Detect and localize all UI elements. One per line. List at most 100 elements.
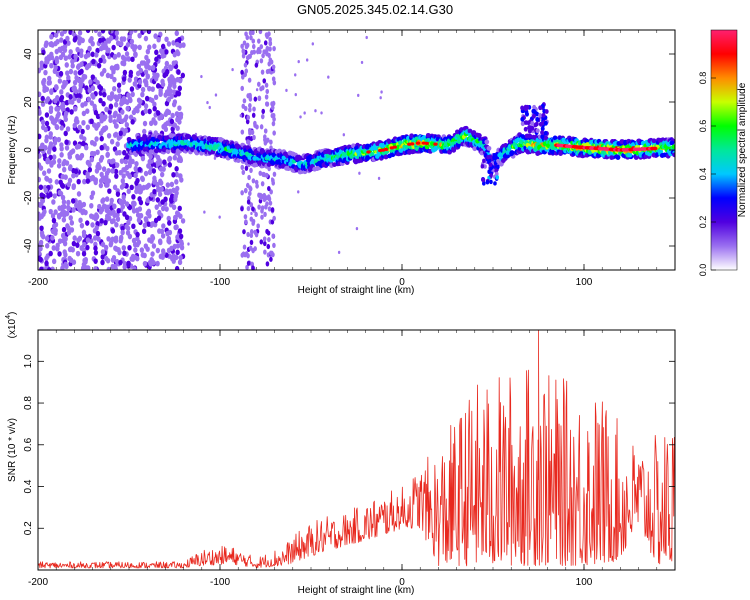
spectrogram-cell <box>147 108 152 115</box>
y-tick-label: 20 <box>23 96 34 108</box>
spectrogram-cell <box>77 124 82 131</box>
spectrogram-cell <box>62 47 68 53</box>
spectrogram-cell <box>147 158 152 165</box>
spectrogram-cell <box>112 85 117 92</box>
spectrogram-cell <box>140 91 145 98</box>
spectrogram-cell <box>174 224 179 230</box>
spectrogram-cell <box>241 74 245 80</box>
spectrogram-cell <box>257 204 261 210</box>
spectrogram-cell <box>114 258 120 265</box>
spectrogram-cell <box>113 235 119 241</box>
spectrogram-cell <box>164 188 169 194</box>
spectrogram-cell <box>95 230 101 237</box>
spectrogram-cell <box>105 257 111 264</box>
spectrogram-cell <box>248 94 252 100</box>
spectrogram-cell <box>90 51 95 58</box>
spectrogram-cell <box>45 157 50 163</box>
spectrogram-cell <box>151 243 157 249</box>
spectrogram-cell <box>71 240 77 247</box>
spectrogram-cell <box>159 171 165 178</box>
spectrogram-cell <box>153 94 159 101</box>
spectrogram-cell <box>160 199 165 205</box>
spectrogram-cell <box>145 73 150 79</box>
spectrogram-cell <box>164 100 170 107</box>
spectrogram-cell <box>126 92 131 98</box>
spectrogram-cell <box>143 35 149 42</box>
spectrogram-cell <box>64 145 70 151</box>
snr-multiplier-base: (x10 <box>7 318 18 338</box>
spectrogram-cell <box>253 122 257 129</box>
spectrogram-cell <box>149 238 154 244</box>
spectrogram-cell <box>51 159 57 165</box>
spectrogram-cell <box>543 130 548 136</box>
spectrogram-cell <box>150 233 155 240</box>
spectrogram-cell <box>271 100 276 107</box>
spectrogram-cell <box>379 96 382 100</box>
spectrogram-cell <box>120 229 125 236</box>
spectrogram-cell <box>247 127 252 134</box>
spectrogram-cell <box>154 49 159 56</box>
spectrogram-cell <box>112 76 117 83</box>
spectrogram-cell <box>44 255 49 262</box>
spectrogram-cell <box>121 76 127 82</box>
spectrogram-cell <box>143 103 149 109</box>
spectrogram-cell <box>99 117 104 124</box>
spectrogram-cell <box>101 203 107 209</box>
spectrogram-cell <box>493 181 497 186</box>
spectrogram-cell <box>342 133 346 137</box>
spectrogram-cell <box>264 82 269 88</box>
spectrogram-cell <box>93 109 99 116</box>
spectrogram-cell <box>172 154 178 161</box>
colorbar-tick-label: 0.8 <box>698 72 708 85</box>
spectrogram-cell <box>59 37 64 43</box>
spectrogram-cell <box>56 136 62 143</box>
spectrogram-cell <box>68 30 73 35</box>
spectrogram-cell <box>258 30 263 35</box>
spectrogram-cell <box>177 173 183 179</box>
spectrogram-cell <box>87 166 93 173</box>
spectrogram-cell <box>171 171 176 178</box>
spectrogram-cell <box>38 201 41 208</box>
spectrogram-cell <box>169 245 174 252</box>
spectrogram-cell <box>133 30 138 33</box>
spectrogram-cell <box>164 49 169 55</box>
spectrogram-cell <box>151 168 157 174</box>
colorbar-label: Normalized spectral amplitude <box>737 82 748 217</box>
spectrogram-cell <box>59 104 64 110</box>
spectrogram-cell <box>44 243 50 249</box>
spectrogram-cell <box>272 130 276 136</box>
spectrogram-cell <box>38 153 42 159</box>
spectrogram-cell <box>85 178 91 184</box>
spectrogram-cell <box>44 120 50 127</box>
spectrogram-cell <box>337 250 341 254</box>
spectrogram-cell <box>167 64 173 70</box>
spectrogram-cell <box>144 54 149 61</box>
spectrogram-cell <box>128 72 133 79</box>
spectrogram-cell <box>43 187 48 194</box>
spectrogram-cell <box>128 30 134 35</box>
spectrogram-cell <box>75 242 80 248</box>
spectrogram-cell <box>263 211 267 217</box>
spectrogram-cell <box>77 207 83 213</box>
spectrogram-cell <box>218 215 221 219</box>
spectrogram-cell <box>255 49 260 55</box>
spectrogram-cell <box>59 89 64 95</box>
spectrogram-cell <box>251 178 256 184</box>
spectrogram-cell <box>520 116 525 122</box>
spectrogram-cell <box>63 252 68 258</box>
spectrogram-cell <box>272 116 276 122</box>
spectrogram-cell <box>81 110 87 117</box>
spectrogram-cell <box>164 36 169 43</box>
spectrogram-cell <box>242 229 246 235</box>
spectrogram-cell <box>42 208 47 215</box>
spectrogram-cell <box>259 239 264 245</box>
spectrogram-cell <box>127 159 133 166</box>
spectrogram-cell <box>534 121 539 127</box>
spectrogram-cell <box>75 153 80 160</box>
spectrogram-cell <box>538 113 543 118</box>
spectrogram-cell <box>98 182 104 189</box>
spectrogram-cell <box>74 202 79 209</box>
spectrogram-cell <box>263 40 268 46</box>
spectrogram-cell <box>140 86 146 93</box>
